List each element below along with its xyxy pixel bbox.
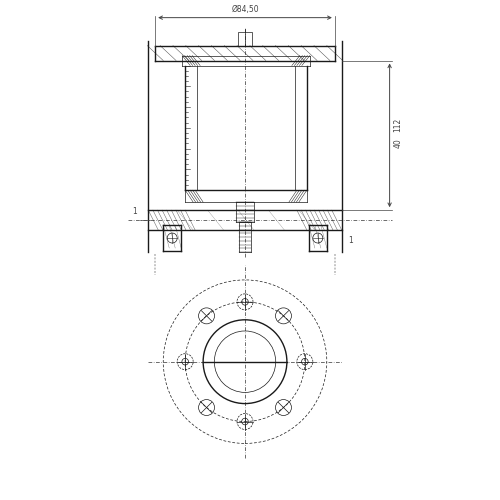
Text: 112: 112 bbox=[394, 118, 402, 132]
Bar bbox=[238, 32, 252, 46]
Text: 1: 1 bbox=[132, 207, 136, 216]
Text: 1: 1 bbox=[348, 236, 352, 245]
Text: 40: 40 bbox=[394, 138, 402, 148]
Text: Ø84,50: Ø84,50 bbox=[231, 4, 259, 14]
